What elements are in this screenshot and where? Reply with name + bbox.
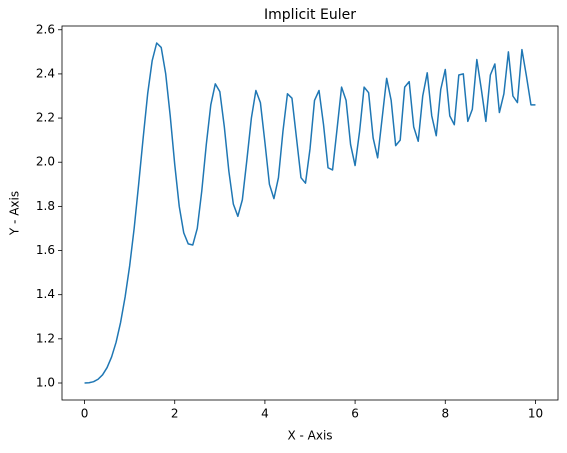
x-axis-label: X - Axis [287,429,332,443]
y-tick-label: 1.0 [36,376,55,390]
y-tick-label: 2.0 [36,155,55,169]
x-tick-label: 8 [441,407,449,421]
x-tick-label: 10 [528,407,543,421]
data-line [84,42,536,384]
y-tick-label: 2.4 [36,66,55,80]
x-tick-label: 0 [81,407,89,421]
x-tick-label: 4 [261,407,269,421]
y-tick-label: 2.6 [36,22,55,36]
chart-title: Implicit Euler [264,7,356,23]
x-tick-label: 2 [171,407,179,421]
y-axis-label: Y - Axis [8,191,22,236]
plot-frame [61,25,559,401]
y-tick-label: 1.6 [36,243,55,257]
x-tick-label: 6 [351,407,359,421]
y-tick-label: 1.4 [36,287,55,301]
y-tick-label: 2.2 [36,111,55,125]
y-tick-label: 1.8 [36,199,55,213]
y-tick-label: 1.2 [36,331,55,345]
